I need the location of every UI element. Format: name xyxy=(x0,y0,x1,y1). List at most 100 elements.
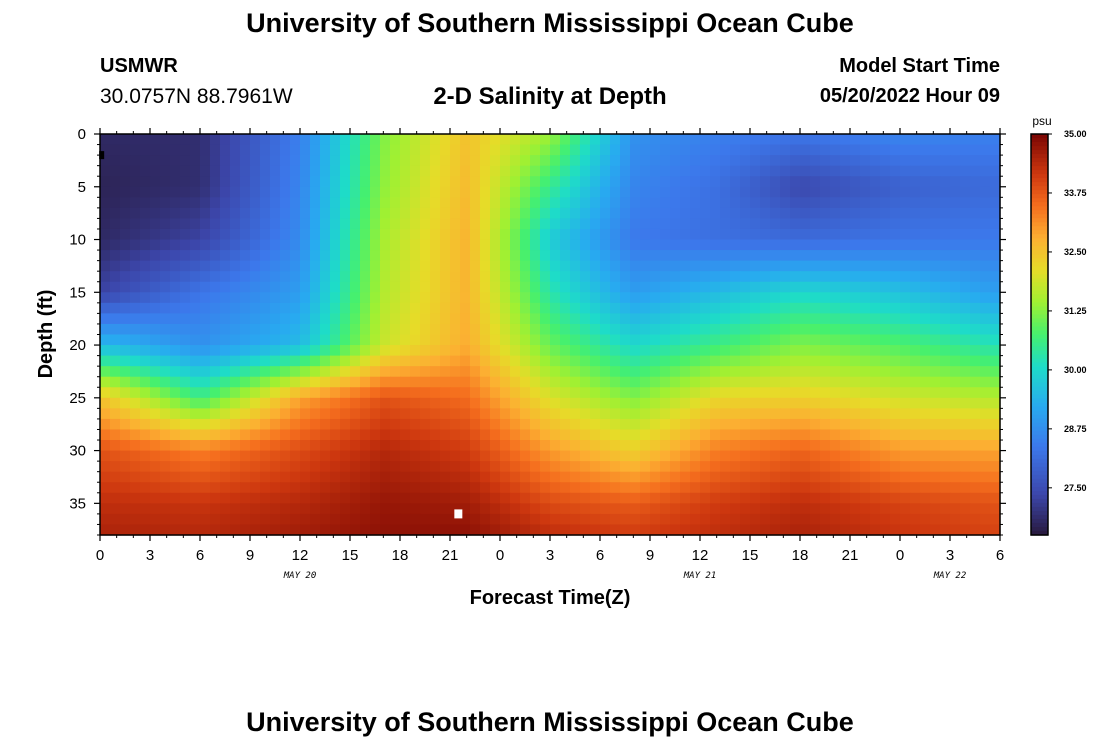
heatmap-cell xyxy=(210,239,221,251)
colorbar-segment xyxy=(1031,346,1048,352)
heatmap-cell xyxy=(200,345,211,357)
heatmap-cell xyxy=(820,503,831,515)
heatmap-cell xyxy=(150,366,161,378)
heatmap-cell xyxy=(160,513,171,526)
heatmap-cell xyxy=(540,281,551,293)
heatmap-cell xyxy=(170,513,181,526)
heatmap-cell xyxy=(970,250,981,262)
heatmap-cell xyxy=(910,334,921,346)
heatmap-cell xyxy=(460,250,471,262)
heatmap-cell xyxy=(590,228,601,241)
heatmap-cell xyxy=(920,271,931,283)
heatmap-cell xyxy=(480,397,491,409)
heatmap-cell xyxy=(400,482,411,494)
heatmap-cell xyxy=(230,323,241,336)
heatmap-cell xyxy=(310,134,321,146)
heatmap-cell xyxy=(130,281,141,293)
heatmap-cell xyxy=(100,165,111,177)
heatmap-cell xyxy=(100,250,111,262)
heatmap-cell xyxy=(950,418,961,431)
x-tick-label: 12 xyxy=(692,547,709,564)
heatmap-cell xyxy=(840,492,851,504)
heatmap-cell xyxy=(910,461,921,473)
heatmap-cell xyxy=(150,323,161,336)
heatmap-cell xyxy=(350,292,361,304)
heatmap-cell xyxy=(750,197,761,209)
heatmap-cell xyxy=(960,292,971,304)
colorbar-segment xyxy=(1031,310,1048,316)
heatmap-cell xyxy=(850,408,861,420)
heatmap-cell xyxy=(520,345,531,357)
heatmap-cell xyxy=(300,144,311,156)
heatmap-cell xyxy=(340,144,351,156)
heatmap-cell xyxy=(450,524,461,536)
heatmap-cell xyxy=(280,292,291,304)
heatmap-cell xyxy=(780,250,791,262)
heatmap-cell xyxy=(610,302,621,314)
heatmap-cell xyxy=(400,429,411,441)
heatmap-cell xyxy=(540,397,551,409)
heatmap-cell xyxy=(750,155,761,167)
heatmap-cell xyxy=(250,503,261,515)
heatmap-cell xyxy=(510,503,521,515)
heatmap-cell xyxy=(340,239,351,251)
heatmap-cell xyxy=(300,250,311,262)
heatmap-cell xyxy=(440,260,451,272)
heatmap-cell xyxy=(510,323,521,336)
heatmap-cell xyxy=(450,218,461,230)
heatmap-cell xyxy=(630,345,641,357)
heatmap-cell xyxy=(340,292,351,304)
model-start-label: Model Start Time xyxy=(839,55,1000,77)
heatmap-cell xyxy=(730,134,741,146)
heatmap-cell xyxy=(330,429,341,441)
heatmap-cell xyxy=(740,429,751,441)
heatmap-cell xyxy=(660,239,671,251)
heatmap-cell xyxy=(490,207,501,220)
heatmap-cell xyxy=(550,260,561,272)
heatmap-cell xyxy=(890,513,901,526)
heatmap-cell xyxy=(620,155,631,167)
heatmap-cell xyxy=(620,345,631,357)
heatmap-cell xyxy=(200,366,211,378)
heatmap-cell xyxy=(550,418,561,431)
heatmap-cell xyxy=(720,366,731,378)
heatmap-cell xyxy=(630,376,641,388)
heatmap-cell xyxy=(900,176,911,188)
heatmap-cell xyxy=(140,144,151,156)
colorbar-segment xyxy=(1031,222,1048,227)
heatmap-cell xyxy=(170,313,181,325)
heatmap-cell xyxy=(480,197,491,209)
heatmap-cell xyxy=(540,513,551,526)
heatmap-cell xyxy=(270,334,281,346)
heatmap-cell xyxy=(170,418,181,431)
heatmap-cell xyxy=(550,197,561,209)
heatmap-cell xyxy=(370,418,381,431)
heatmap-cell xyxy=(360,292,371,304)
heatmap-cell xyxy=(220,271,231,283)
heatmap-cell xyxy=(340,440,351,452)
heatmap-cell xyxy=(470,387,481,399)
colorbar-segment xyxy=(1031,134,1048,139)
heatmap-cell xyxy=(730,440,741,452)
heatmap-cell xyxy=(760,165,771,177)
heatmap-cell xyxy=(470,513,481,526)
heatmap-cell xyxy=(590,397,601,409)
heatmap-cell xyxy=(630,503,641,515)
heatmap-cell xyxy=(520,134,531,146)
heatmap-cell xyxy=(460,408,471,420)
heatmap-cell xyxy=(260,313,271,325)
colorbar-segment xyxy=(1031,410,1048,416)
heatmap-cell xyxy=(150,281,161,293)
heatmap-cell xyxy=(590,302,601,314)
heatmap-cell xyxy=(610,397,621,409)
y-tick-label: 25 xyxy=(69,390,86,407)
heatmap-cell xyxy=(830,228,841,241)
heatmap-cell xyxy=(990,155,1001,167)
heatmap-cell xyxy=(430,461,441,473)
heatmap-cell xyxy=(100,418,111,431)
heatmap-cell xyxy=(900,408,911,420)
heatmap-cell xyxy=(190,429,201,441)
heatmap-cell xyxy=(470,429,481,441)
heatmap-cell xyxy=(270,176,281,188)
heatmap-cell xyxy=(260,440,271,452)
